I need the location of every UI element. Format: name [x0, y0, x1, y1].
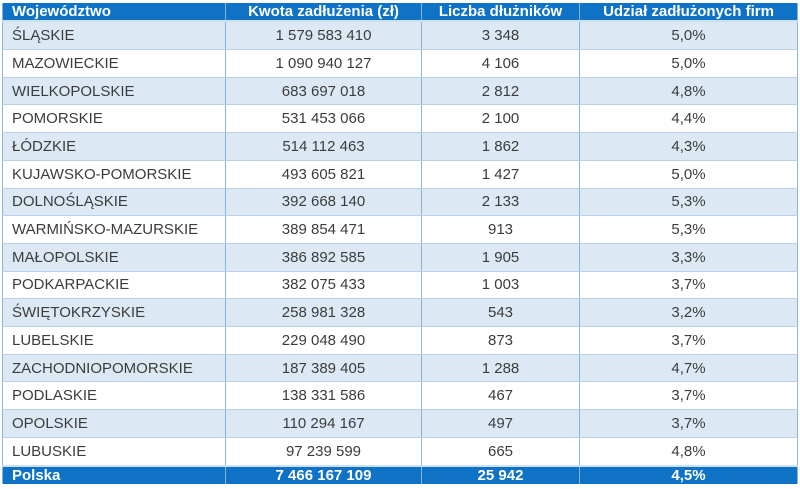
cell-debtors: 873 — [421, 326, 580, 355]
cell-region: ŚLĄSKIE — [2, 20, 226, 50]
cell-debt: 258 981 328 — [225, 298, 422, 328]
cell-region: MAŁOPOLSKIE — [2, 242, 226, 272]
cell-share: 4,7% — [579, 353, 798, 383]
total-row: Polska 7 466 167 109 25 942 4,5% — [2, 465, 798, 484]
table-row: MAŁOPOLSKIE 386 892 585 1 905 3,3% — [2, 242, 798, 272]
total-debt-cell: 7 466 167 109 — [225, 465, 422, 484]
cell-region: ZACHODNIOPOMORSKIE — [2, 353, 226, 383]
cell-region: LUBELSKIE — [2, 326, 226, 355]
cell-debtors: 4 106 — [421, 48, 580, 78]
table-header: Województwo Kwota zadłużenia (zł) Liczba… — [2, 3, 798, 22]
table-row: PODKARPACKIE 382 075 433 1 003 3,7% — [2, 270, 798, 300]
cell-share: 4,8% — [579, 76, 798, 106]
table-row: MAZOWIECKIE 1 090 940 127 4 106 5,0% — [2, 48, 798, 78]
cell-debt: 1 090 940 127 — [225, 48, 422, 78]
column-header-region: Województwo — [2, 3, 226, 22]
table-row: ZACHODNIOPOMORSKIE 187 389 405 1 288 4,7… — [2, 353, 798, 383]
column-header-debtors: Liczba dłużników — [421, 3, 580, 22]
table-body: ŚLĄSKIE 1 579 583 410 3 348 5,0% MAZOWIE… — [2, 20, 798, 467]
cell-region: POMORSKIE — [2, 104, 226, 134]
cell-debt: 386 892 585 — [225, 242, 422, 272]
cell-debt: 493 605 821 — [225, 159, 422, 189]
table-footer: Polska 7 466 167 109 25 942 4,5% — [2, 465, 798, 484]
cell-debt: 514 112 463 — [225, 132, 422, 161]
cell-debtors: 497 — [421, 409, 580, 438]
table-row: ŚWIĘTOKRZYSKIE 258 981 328 543 3,2% — [2, 298, 798, 328]
cell-region: OPOLSKIE — [2, 409, 226, 438]
cell-share: 5,3% — [579, 187, 798, 217]
cell-share: 3,7% — [579, 409, 798, 438]
debt-table-container: Województwo Kwota zadłużenia (zł) Liczba… — [2, 3, 798, 484]
cell-debt: 392 668 140 — [225, 187, 422, 217]
cell-share: 3,7% — [579, 270, 798, 300]
total-region-cell: Polska — [2, 465, 226, 484]
cell-debtors: 2 133 — [421, 187, 580, 217]
column-header-debt: Kwota zadłużenia (zł) — [225, 3, 422, 22]
header-row: Województwo Kwota zadłużenia (zł) Liczba… — [2, 3, 798, 22]
cell-region: ŁÓDZKIE — [2, 132, 226, 161]
cell-share: 3,3% — [579, 242, 798, 272]
cell-share: 5,0% — [579, 20, 798, 50]
cell-debt: 110 294 167 — [225, 409, 422, 438]
cell-share: 5,0% — [579, 159, 798, 189]
cell-share: 4,3% — [579, 132, 798, 161]
cell-debt: 389 854 471 — [225, 215, 422, 244]
cell-share: 4,8% — [579, 436, 798, 467]
cell-share: 5,0% — [579, 48, 798, 78]
cell-debtors: 2 812 — [421, 76, 580, 106]
table-row: WARMIŃSKO-MAZURSKIE 389 854 471 913 5,3% — [2, 215, 798, 244]
cell-share: 3,7% — [579, 326, 798, 355]
cell-debt: 138 331 586 — [225, 381, 422, 411]
cell-debtors: 3 348 — [421, 20, 580, 50]
total-debtors-cell: 25 942 — [421, 465, 580, 484]
cell-region: LUBUSKIE — [2, 436, 226, 467]
table-row: POMORSKIE 531 453 066 2 100 4,4% — [2, 104, 798, 134]
cell-debt: 531 453 066 — [225, 104, 422, 134]
cell-debt: 382 075 433 — [225, 270, 422, 300]
cell-debtors: 1 003 — [421, 270, 580, 300]
debt-table: Województwo Kwota zadłużenia (zł) Liczba… — [2, 3, 798, 484]
cell-debtors: 543 — [421, 298, 580, 328]
cell-debt: 187 389 405 — [225, 353, 422, 383]
cell-region: PODLASKIE — [2, 381, 226, 411]
cell-region: WIELKOPOLSKIE — [2, 76, 226, 106]
table-row: PODLASKIE 138 331 586 467 3,7% — [2, 381, 798, 411]
cell-share: 3,7% — [579, 381, 798, 411]
table-row: WIELKOPOLSKIE 683 697 018 2 812 4,8% — [2, 76, 798, 106]
cell-debt: 683 697 018 — [225, 76, 422, 106]
table-row: ŁÓDZKIE 514 112 463 1 862 4,3% — [2, 132, 798, 161]
cell-debt: 97 239 599 — [225, 436, 422, 467]
cell-debtors: 1 288 — [421, 353, 580, 383]
column-header-share: Udział zadłużonych firm — [579, 3, 798, 22]
cell-region: MAZOWIECKIE — [2, 48, 226, 78]
cell-share: 5,3% — [579, 215, 798, 244]
cell-debt: 229 048 490 — [225, 326, 422, 355]
cell-debtors: 1 427 — [421, 159, 580, 189]
cell-region: KUJAWSKO-POMORSKIE — [2, 159, 226, 189]
table-row: KUJAWSKO-POMORSKIE 493 605 821 1 427 5,0… — [2, 159, 798, 189]
cell-region: PODKARPACKIE — [2, 270, 226, 300]
cell-debtors: 913 — [421, 215, 580, 244]
cell-debtors: 1 905 — [421, 242, 580, 272]
cell-share: 3,2% — [579, 298, 798, 328]
cell-debt: 1 579 583 410 — [225, 20, 422, 50]
cell-debtors: 2 100 — [421, 104, 580, 134]
cell-debtors: 1 862 — [421, 132, 580, 161]
table-row: DOLNOŚLĄSKIE 392 668 140 2 133 5,3% — [2, 187, 798, 217]
table-row: ŚLĄSKIE 1 579 583 410 3 348 5,0% — [2, 20, 798, 50]
total-share-cell: 4,5% — [579, 465, 798, 484]
cell-region: WARMIŃSKO-MAZURSKIE — [2, 215, 226, 244]
table-row: OPOLSKIE 110 294 167 497 3,7% — [2, 409, 798, 438]
cell-region: ŚWIĘTOKRZYSKIE — [2, 298, 226, 328]
cell-share: 4,4% — [579, 104, 798, 134]
cell-region: DOLNOŚLĄSKIE — [2, 187, 226, 217]
table-row: LUBUSKIE 97 239 599 665 4,8% — [2, 436, 798, 467]
cell-debtors: 665 — [421, 436, 580, 467]
cell-debtors: 467 — [421, 381, 580, 411]
table-row: LUBELSKIE 229 048 490 873 3,7% — [2, 326, 798, 355]
